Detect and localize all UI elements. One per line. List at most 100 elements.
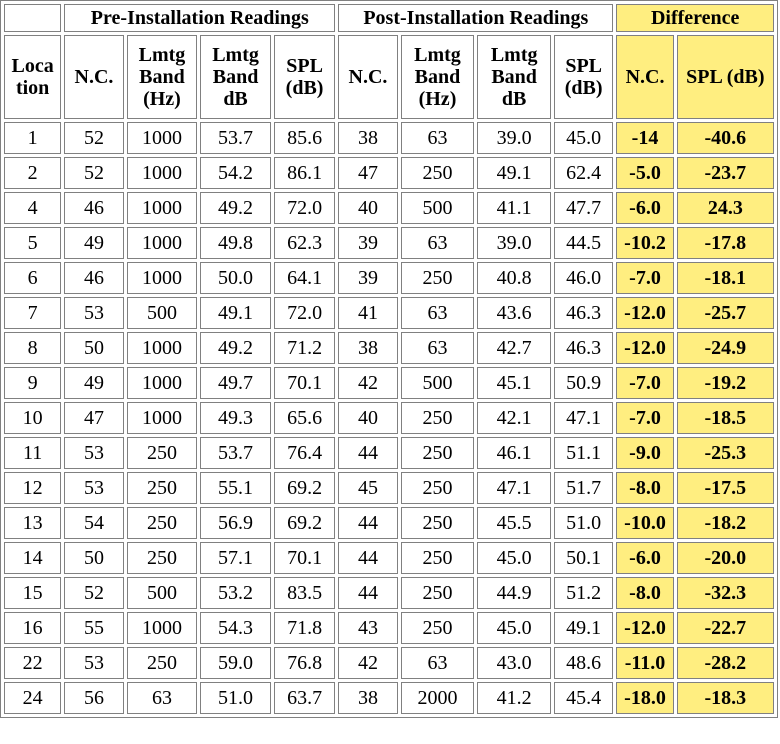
cell-post-band-hz: 63 [400,297,475,329]
cell-diff-nc: -11.0 [616,647,674,679]
cell-post-band-db: 46.1 [477,437,551,469]
table-row: 4 46 1000 49.2 72.0 40 500 41.1 47.7 -6.0 24.3 [4,192,774,224]
cell-pre-spl: 62.3 [273,227,336,259]
column-header-line: Lmtg [490,44,538,66]
table-row: 16 55 1000 54.3 71.8 43 250 45.0 49.1 -12.0 -22.7 [4,612,774,644]
cell-diff-nc: -7.0 [616,262,674,294]
cell-post-spl: 62.4 [553,157,614,189]
cell-post-band-hz: 250 [400,437,475,469]
cell-post-nc: 38 [338,122,398,154]
cell-pre-band-db: 54.2 [200,157,271,189]
cell-location: 6 [4,262,62,294]
table-row: 5 49 1000 49.8 62.3 39 63 39.0 44.5 -10.2 -17.8 [4,227,774,259]
cell-diff-spl: -17.5 [676,472,774,504]
cell-post-band-hz: 250 [400,542,475,574]
cell-post-band-db: 49.1 [477,157,551,189]
column-header-post-spl: SPL (dB) [553,35,614,119]
cell-diff-spl: -22.7 [676,612,774,644]
cell-post-nc: 47 [338,157,398,189]
cell-pre-nc: 47 [64,402,124,434]
cell-pre-nc: 49 [64,227,124,259]
cell-pre-spl: 69.2 [273,472,336,504]
group-header-difference: Difference [616,4,774,32]
cell-diff-spl: -18.2 [676,507,774,539]
cell-location: 24 [4,682,62,714]
table-body: 1 52 1000 53.7 85.6 38 63 39.0 45.0 -14 -40.6 2 52 10… [4,122,774,714]
cell-post-band-hz: 250 [400,472,475,504]
cell-pre-spl: 83.5 [273,577,336,609]
cell-diff-nc: -8.0 [616,472,674,504]
cell-pre-band-db: 54.3 [200,612,271,644]
cell-post-band-hz: 250 [400,507,475,539]
cell-diff-spl: -18.3 [676,682,774,714]
table-row: 7 53 500 49.1 72.0 41 63 43.6 46.3 -12.0 -25.7 [4,297,774,329]
cell-post-band-hz: 250 [400,577,475,609]
cell-location: 10 [4,402,62,434]
column-header-line: (dB) [285,77,324,99]
table-row: 6 46 1000 50.0 64.1 39 250 40.8 46.0 -7.0 -18.1 [4,262,774,294]
cell-pre-band-hz: 1000 [126,402,198,434]
cell-post-nc: 44 [338,437,398,469]
cell-pre-nc: 50 [64,542,124,574]
column-header-diff-spl: SPL (dB) [676,35,774,119]
cell-pre-band-hz: 250 [126,472,198,504]
column-header-line: (Hz) [143,88,181,110]
cell-pre-nc: 46 [64,262,124,294]
cell-pre-nc: 52 [64,577,124,609]
cell-pre-spl: 71.8 [273,612,336,644]
cell-diff-spl: -18.5 [676,402,774,434]
cell-diff-spl: 24.3 [676,192,774,224]
cell-post-nc: 38 [338,682,398,714]
cell-post-band-db: 47.1 [477,472,551,504]
cell-pre-band-hz: 1000 [126,612,198,644]
cell-diff-nc: -5.0 [616,157,674,189]
cell-post-spl: 47.7 [553,192,614,224]
cell-pre-nc: 56 [64,682,124,714]
cell-post-band-hz: 500 [400,367,475,399]
group-header-row: Pre-Installation Readings Post-Installat… [4,4,774,32]
cell-diff-spl: -20.0 [676,542,774,574]
cell-location: 13 [4,507,62,539]
cell-pre-band-db: 49.2 [200,192,271,224]
column-header-line: SPL [286,55,323,77]
cell-pre-spl: 76.8 [273,647,336,679]
cell-pre-band-db: 55.1 [200,472,271,504]
cell-diff-nc: -12.0 [616,297,674,329]
cell-pre-nc: 53 [64,472,124,504]
table-row: 14 50 250 57.1 70.1 44 250 45.0 50.1 -6.0 -20.0 [4,542,774,574]
cell-location: 12 [4,472,62,504]
cell-diff-nc: -9.0 [616,437,674,469]
cell-post-band-db: 45.0 [477,542,551,574]
cell-pre-spl: 70.1 [273,367,336,399]
cell-pre-spl: 70.1 [273,542,336,574]
cell-pre-nc: 49 [64,367,124,399]
cell-post-spl: 49.1 [553,612,614,644]
cell-pre-band-hz: 1000 [126,332,198,364]
table-row: 2 52 1000 54.2 86.1 47 250 49.1 62.4 -5.0 -23.7 [4,157,774,189]
column-header-line: Lmtg [414,44,461,66]
column-header-pre-nc: N.C. [64,35,124,119]
cell-location: 4 [4,192,62,224]
column-header-line: dB [501,88,527,110]
cell-diff-nc: -14 [616,122,674,154]
cell-pre-band-hz: 500 [126,577,198,609]
column-header-line: Band [491,66,537,88]
cell-post-band-db: 39.0 [477,122,551,154]
cell-location: 2 [4,157,62,189]
column-header-line: (Hz) [418,88,457,110]
cell-post-nc: 39 [338,262,398,294]
cell-post-spl: 50.9 [553,367,614,399]
cell-pre-nc: 53 [64,437,124,469]
cell-pre-spl: 72.0 [273,192,336,224]
cell-diff-spl: -24.9 [676,332,774,364]
column-header-post-band-db: Lmtg Band dB [477,35,551,119]
cell-pre-band-db: 49.2 [200,332,271,364]
cell-post-nc: 39 [338,227,398,259]
cell-post-spl: 48.6 [553,647,614,679]
cell-post-band-hz: 63 [400,332,475,364]
blank-corner-cell [4,4,62,32]
column-header-line: Band [139,66,185,88]
cell-diff-nc: -6.0 [616,192,674,224]
column-header-line: Band [414,66,461,88]
